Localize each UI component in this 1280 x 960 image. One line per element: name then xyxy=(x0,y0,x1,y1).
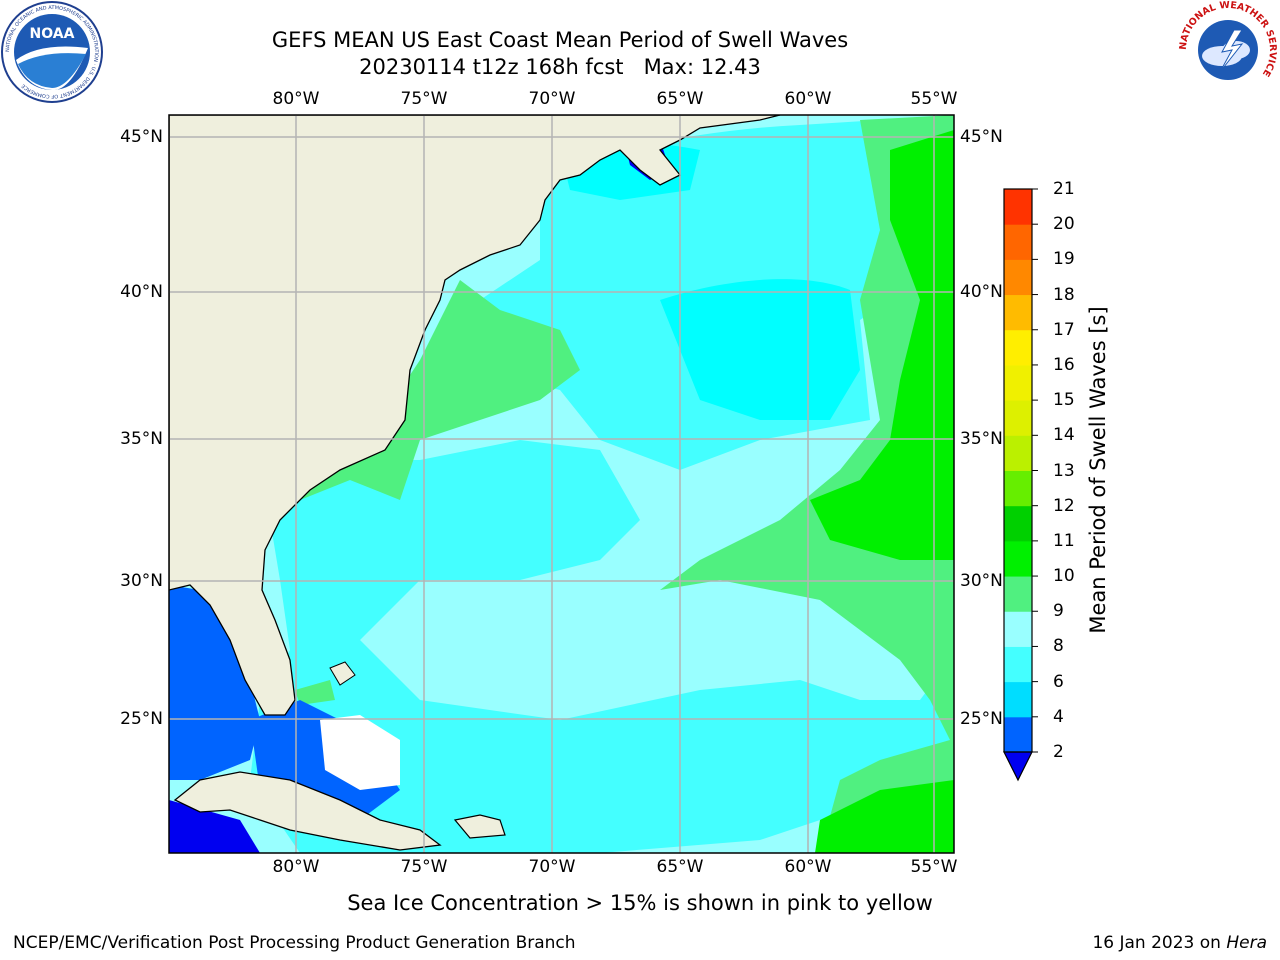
lat-tick-left-45n: 45°N xyxy=(120,127,163,147)
machine-name: Hera xyxy=(1226,933,1267,953)
colorbar-swatch xyxy=(1004,611,1032,647)
lon-tick-top-60w: 60°W xyxy=(785,89,832,109)
lon-tick-bottom-65w: 65°W xyxy=(657,857,704,877)
colorbar-swatch xyxy=(1004,576,1032,612)
colorbar-tick-label: 21 xyxy=(1053,179,1075,199)
lon-tick-bottom-70w: 70°W xyxy=(529,857,576,877)
lon-tick-bottom-60w: 60°W xyxy=(785,857,832,877)
colorbar-tick-label: 9 xyxy=(1053,601,1064,621)
date-credit: 16 Jan 2023 on Hera xyxy=(1092,933,1267,953)
colorbar-swatch xyxy=(1004,717,1032,753)
lon-tick-top-55w: 55°W xyxy=(911,89,958,109)
colorbar-tick-label: 12 xyxy=(1053,496,1075,516)
date-text: 16 Jan 2023 on xyxy=(1092,933,1226,953)
colorbar-swatch xyxy=(1004,400,1032,436)
colorbar-title: Mean Period of Swell Waves [s] xyxy=(1086,306,1110,633)
producer-credit: NCEP/EMC/Verification Post Processing Pr… xyxy=(13,933,576,953)
colorbar xyxy=(995,180,1055,790)
colorbar-tick-label: 6 xyxy=(1053,672,1064,692)
colorbar-swatch xyxy=(1004,646,1032,682)
colorbar-tick-label: 2 xyxy=(1053,742,1064,762)
colorbar-swatch xyxy=(1004,471,1032,507)
colorbar-tick-label: 10 xyxy=(1053,566,1075,586)
colorbar-tick-label: 18 xyxy=(1053,285,1075,305)
colorbar-tick-label: 11 xyxy=(1053,531,1075,551)
colorbar-swatch xyxy=(1004,295,1032,331)
colorbar-tick-label: 16 xyxy=(1053,355,1075,375)
colorbar-tick-label: 14 xyxy=(1053,425,1075,445)
colorbar-swatch xyxy=(1004,365,1032,401)
lon-tick-top-75w: 75°W xyxy=(401,89,448,109)
colorbar-swatch xyxy=(1004,259,1032,295)
colorbar-swatch xyxy=(1004,541,1032,577)
colorbar-swatch xyxy=(1004,682,1032,718)
colorbar-under-arrow xyxy=(1004,752,1032,780)
lat-tick-right-45n: 45°N xyxy=(960,127,1003,147)
lat-tick-left-25n: 25°N xyxy=(120,709,163,729)
lon-tick-top-70w: 70°W xyxy=(529,89,576,109)
colorbar-tick-label: 19 xyxy=(1053,249,1075,269)
colorbar-tick-label: 8 xyxy=(1053,636,1064,656)
lon-tick-bottom-80w: 80°W xyxy=(273,857,320,877)
colorbar-swatch xyxy=(1004,506,1032,542)
colorbar-swatch xyxy=(1004,435,1032,471)
lon-tick-bottom-75w: 75°W xyxy=(401,857,448,877)
lon-tick-top-65w: 65°W xyxy=(657,89,704,109)
sea-ice-note: Sea Ice Concentration > 15% is shown in … xyxy=(170,891,1110,915)
colorbar-tick-label: 17 xyxy=(1053,320,1075,340)
lat-tick-left-40n: 40°N xyxy=(120,282,163,302)
colorbar-tick-label: 15 xyxy=(1053,390,1075,410)
colorbar-swatch xyxy=(1004,330,1032,366)
colorbar-tick-label: 4 xyxy=(1053,707,1064,727)
lat-tick-left-35n: 35°N xyxy=(120,429,163,449)
colorbar-swatch xyxy=(1004,224,1032,260)
lat-tick-left-30n: 30°N xyxy=(120,571,163,591)
lon-tick-top-80w: 80°W xyxy=(273,89,320,109)
colorbar-tick-label: 13 xyxy=(1053,461,1075,481)
colorbar-swatch xyxy=(1004,189,1032,225)
lon-tick-bottom-55w: 55°W xyxy=(911,857,958,877)
colorbar-tick-label: 20 xyxy=(1053,214,1075,234)
